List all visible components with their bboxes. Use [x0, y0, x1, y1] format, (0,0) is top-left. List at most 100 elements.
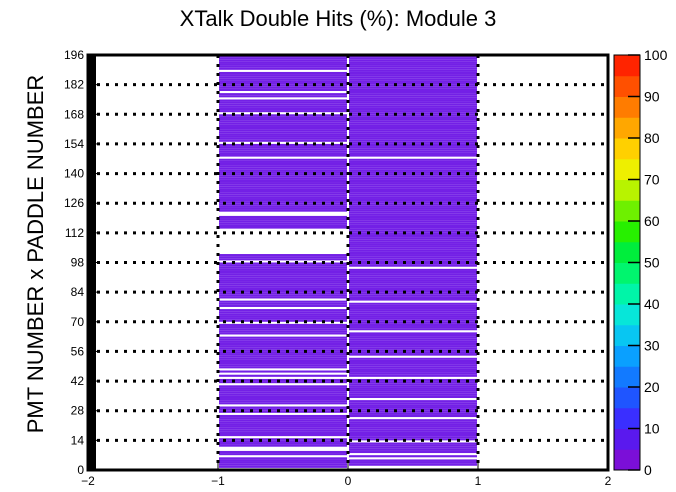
y-tick-label: 14 [71, 433, 85, 447]
heatmap-cell-col2 [349, 118, 477, 121]
heatmap-cell-col1 [219, 294, 347, 297]
heatmap-cell-col1 [219, 129, 347, 132]
heatmap-cell-col2 [349, 59, 477, 62]
heatmap-cell-col2 [349, 165, 477, 168]
heatmap-cell-col1 [219, 116, 347, 119]
heatmap-cell-col2 [349, 254, 477, 257]
heatmap-cell-col2 [349, 345, 477, 348]
heatmap-cell-col2 [349, 444, 477, 447]
palette-segment [614, 179, 640, 201]
heatmap-cell-col2 [349, 78, 477, 81]
heatmap-cell-col1 [219, 256, 347, 259]
palette-segment [614, 221, 640, 243]
heatmap-cell-col1 [219, 270, 347, 274]
palette-segment [614, 117, 640, 139]
heatmap-cell-col2 [349, 340, 477, 343]
palette-segment [614, 407, 640, 429]
heatmap-cell-col1 [219, 387, 347, 390]
heatmap-cell-col1 [219, 254, 347, 257]
heatmap-cell-col2 [349, 198, 477, 202]
heatmap-cell-col1 [219, 408, 347, 411]
palette-segment [614, 241, 640, 263]
palette-segment [614, 75, 640, 97]
heatmap-cell-col1 [219, 381, 347, 384]
heatmap-cell-col2 [349, 135, 477, 138]
heatmap-cell-col1 [219, 315, 347, 318]
heatmap-cell-col1 [219, 434, 347, 437]
heatmap-cell-col2 [349, 347, 477, 350]
heatmap-cell-col2 [349, 215, 477, 219]
y-tick-label: 168 [64, 107, 84, 121]
y-tick-label: 70 [71, 315, 85, 329]
heatmap-cell-col1 [219, 423, 347, 426]
heatmap-cell-col1 [219, 152, 347, 155]
heatmap-cell-col1 [219, 317, 347, 320]
heatmap-cell-col2 [349, 103, 477, 106]
heatmap-cell-col1 [219, 398, 347, 401]
heatmap-cell-col2 [349, 353, 477, 356]
heatmap-cell-col2 [349, 167, 477, 170]
palette-segment [614, 304, 640, 326]
heatmap-cell-col2 [349, 182, 477, 185]
heatmap-cell-col2 [349, 86, 477, 89]
heatmap-cell-col2 [349, 186, 477, 189]
heatmap-cell-col2 [349, 298, 477, 301]
heatmap-cell-col1 [219, 378, 347, 382]
z-tick-label: 10 [644, 421, 660, 437]
heatmap-cell-col1 [219, 342, 347, 346]
heatmap-cell-col1 [219, 302, 347, 305]
heatmap-cell-col2 [349, 190, 477, 193]
heatmap-cell-col1 [219, 86, 347, 89]
heatmap-cell-col1 [219, 99, 347, 102]
heatmap-cell-col2 [349, 74, 477, 77]
heatmap-cell-col2 [349, 90, 477, 94]
heatmap-cell-col1 [219, 186, 347, 189]
heatmap-cell-col2 [349, 243, 477, 246]
heatmap-cell-col1 [219, 355, 347, 358]
heatmap-cell-col2 [349, 442, 477, 445]
heatmap-cell-col2 [349, 406, 477, 409]
heatmap-cell-col2 [349, 120, 477, 123]
z-tick-label: 40 [644, 296, 660, 312]
heatmap-cell-col2 [349, 99, 477, 102]
heatmap-cell-col2 [349, 61, 477, 64]
heatmap-cell-col1 [219, 414, 347, 418]
heatmap-cell-col2 [349, 137, 477, 140]
x-tick-label: 0 [345, 474, 352, 488]
heatmap-cell-col1 [219, 461, 347, 464]
y-tick-label: 112 [65, 226, 84, 240]
heatmap-cell-col2 [349, 129, 477, 132]
axis-ticks: 0 14 28 42 56 70 84 98 112 126 140 154 168 182 196 −2 −1… [64, 48, 612, 488]
heatmap-cell-col1 [219, 465, 347, 468]
heatmap-cell-col1 [219, 122, 347, 125]
heatmap-cell-col1 [219, 389, 347, 392]
heatmap-cell-col1 [219, 330, 347, 333]
heatmap-cell-col2 [349, 304, 477, 307]
heatmap-cell-col2 [349, 429, 477, 432]
y-tick-label: 56 [71, 344, 85, 358]
palette-segment [614, 324, 640, 346]
heatmap-cell-col1 [219, 165, 347, 168]
palette-segment [614, 449, 640, 471]
heatmap-cell-col1 [219, 198, 347, 202]
heatmap-cell-col1 [219, 196, 347, 199]
heatmap-cell-col2 [349, 296, 477, 299]
heatmap-cell-col1 [219, 262, 347, 265]
heatmap-cell-col2 [349, 311, 477, 314]
heatmap-cell-col1 [219, 143, 347, 147]
heatmap-cell-col2 [349, 431, 477, 435]
heatmap-cell-col1 [219, 258, 347, 261]
heatmap-cell-col2 [349, 387, 477, 390]
heatmap-cell-col2 [349, 126, 477, 130]
heatmap-cell-col1 [219, 80, 347, 83]
heatmap-cell-col2 [349, 194, 477, 197]
heatmap-cell-col2 [349, 268, 477, 271]
heatmap-cell-col1 [219, 105, 347, 108]
heatmap-cell-col2 [349, 124, 477, 127]
z-tick-label: 90 [644, 89, 660, 105]
heatmap-cell-col1 [219, 59, 347, 62]
heatmap-cell-col1 [219, 353, 347, 356]
y-tick-label: 98 [71, 256, 85, 270]
heatmap-cell-col2 [349, 122, 477, 125]
